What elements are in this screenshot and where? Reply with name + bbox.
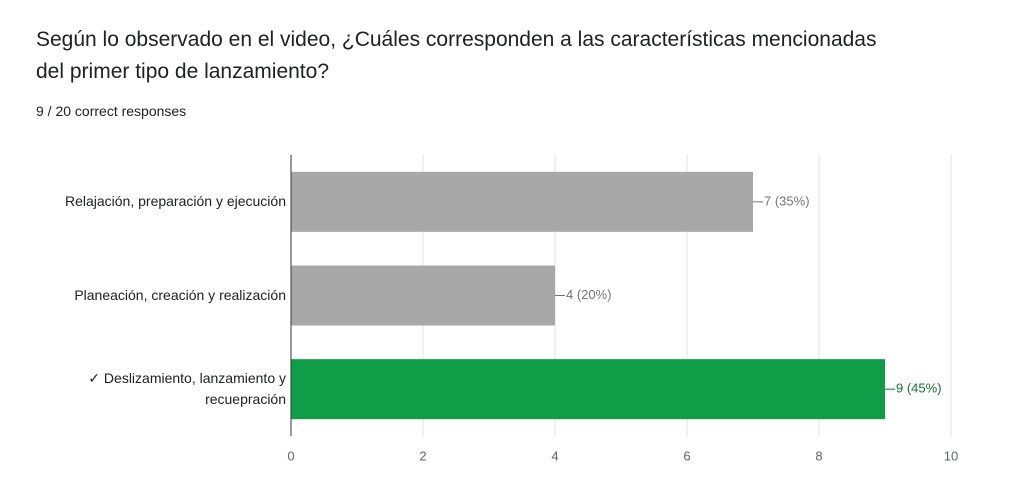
value-label: 7 (35%)	[764, 193, 810, 208]
bar	[291, 265, 555, 326]
value-label: 9 (45%)	[896, 381, 942, 396]
x-tick-label: 6	[683, 448, 690, 463]
category-label: ✓ Deslizamiento, lanzamiento y recueprac…	[88, 370, 286, 408]
x-tick-label: 2	[419, 448, 426, 463]
chart-title: Según lo observado en el video, ¿Cuáles …	[36, 28, 877, 83]
x-tick-label: 0	[287, 448, 294, 463]
x-tick-label: 4	[551, 448, 558, 463]
subtitle: 9 / 20 correct responses	[36, 103, 187, 119]
x-tick-label: 8	[815, 448, 822, 463]
bar	[291, 171, 753, 232]
category-label: Planeación, creación y realización	[74, 287, 286, 303]
value-label: 4 (20%)	[566, 287, 612, 302]
x-tick-label: 10	[944, 448, 958, 463]
bar	[291, 359, 885, 420]
category-label: Relajación, preparación y ejecución	[64, 193, 286, 210]
